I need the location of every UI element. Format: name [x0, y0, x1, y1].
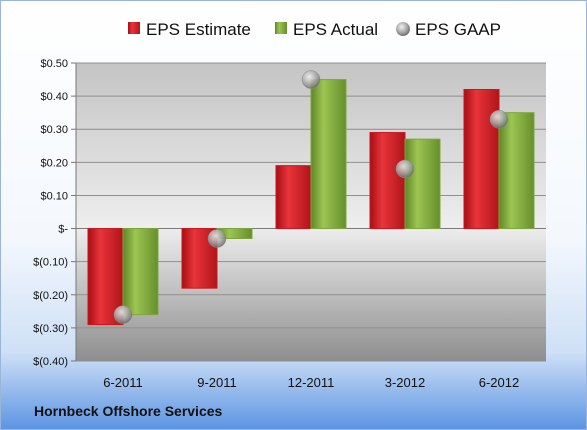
x-category-label: 3-2012 — [385, 375, 425, 390]
legend-marker-gaap — [396, 22, 410, 36]
bar-eps-actual-6-2012 — [498, 112, 535, 230]
bar-eps-actual-12-2011 — [310, 79, 347, 230]
gaap-marker-12-2011 — [301, 70, 321, 89]
x-category-label: 9-2011 — [197, 375, 237, 390]
y-tick-label: $0.40 — [40, 91, 68, 103]
gaap-marker-6-2011 — [113, 305, 133, 324]
legend-swatch-actual — [275, 22, 287, 34]
y-tick-label: $(0.10) — [33, 257, 68, 269]
x-category-label: 6-2011 — [103, 375, 143, 390]
y-axis-tick-labels: $0.50 $0.40 $0.30 $0.20 $0.10 $- $(0.10) $(0.20… — [33, 58, 76, 368]
x-axis-category-labels: 6-2011 9-2011 12-2011 3-2012 6-2012 — [103, 375, 519, 390]
bar-eps-estimate-3-2012 — [369, 132, 406, 230]
company-name: Hornbeck Offshore Services — [34, 403, 223, 419]
y-tick-label: $0.20 — [40, 157, 68, 169]
eps-chart: EPS Estimate EPS Actual EPS GAAP $0.50$0… — [33, 20, 546, 390]
y-tick-label: $0.30 — [40, 124, 68, 136]
x-category-label: 6-2012 — [479, 375, 519, 390]
y-tick-label: $- — [58, 224, 68, 236]
legend-label-actual: EPS Actual — [293, 20, 378, 39]
y-tick-label: $(0.30) — [33, 323, 68, 335]
bar-eps-actual-6-2011 — [122, 228, 159, 316]
gaap-marker-9-2011 — [207, 229, 227, 248]
y-tick-label: $(0.40) — [33, 356, 68, 368]
legend-label-gaap: EPS GAAP — [415, 20, 501, 39]
y-tick-label: $(0.20) — [33, 290, 68, 302]
legend-swatch-estimate — [128, 22, 140, 34]
x-category-label: 12-2011 — [288, 375, 335, 390]
gaap-markers — [113, 70, 509, 324]
legend: EPS Estimate EPS Actual EPS GAAP — [128, 20, 501, 39]
bar-eps-actual-3-2012 — [404, 138, 441, 230]
gaap-marker-6-2012 — [489, 110, 509, 129]
bars — [87, 79, 535, 326]
y-tick-label: $0.10 — [40, 190, 68, 202]
gaap-marker-3-2012 — [395, 159, 415, 179]
y-tick-label: $0.50 — [40, 58, 68, 70]
bar-eps-estimate-12-2011 — [275, 165, 312, 230]
bar-eps-estimate-6-2012 — [463, 88, 500, 230]
legend-label-estimate: EPS Estimate — [146, 20, 251, 39]
